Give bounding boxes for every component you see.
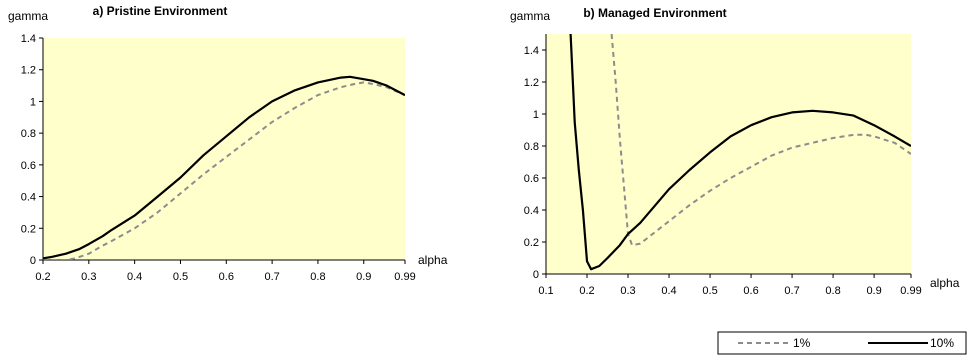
chart-b-y-tick-label: 0.4 xyxy=(524,205,539,217)
legend: 1% 10% xyxy=(717,331,967,355)
chart-b-plot-area xyxy=(546,34,911,274)
chart-a-x-tick-label: 0.6 xyxy=(219,271,234,283)
chart-b-x-tick-label: 0.9 xyxy=(866,285,881,297)
chart-a-x-tick-label: 0.9 xyxy=(356,271,371,283)
legend-label-1pct: 1% xyxy=(793,336,811,350)
chart-b-x-tick-label: 0.6 xyxy=(743,285,758,297)
chart-b-y-tick-label: 1 xyxy=(533,109,539,121)
chart-b-x-tick-label: 0.7 xyxy=(784,285,799,297)
legend-box xyxy=(717,331,967,355)
chart-b-title: b) Managed Environment xyxy=(583,6,726,20)
chart-a-title: a) Pristine Environment xyxy=(93,4,228,18)
chart-a-x-tick-label: 0.5 xyxy=(173,271,188,283)
chart-a-series-1pct-line xyxy=(43,81,405,260)
legend-label-10pct: 10% xyxy=(930,336,954,350)
chart-a-plot-area xyxy=(43,38,405,260)
chart-a-y-tick-label: 1.2 xyxy=(21,65,36,77)
chart-b-y-ticks: 0 0.2 0.4 0.6 0.8 1 1.2 1.4 xyxy=(524,45,546,281)
chart-b-x-tick-label: 0.5 xyxy=(702,285,717,297)
chart-b-x-tick-label: 0.99 xyxy=(900,285,921,297)
chart-b-x-tick-label: 0.3 xyxy=(620,285,635,297)
chart-b-x-tick-label: 0.1 xyxy=(538,285,553,297)
chart-a-x-tick-label: 0.4 xyxy=(127,271,142,283)
chart-b-x-tick-label: 0.8 xyxy=(825,285,840,297)
chart-b-y-tick-label: 0 xyxy=(533,269,539,281)
chart-a-y-tick-label: 0.4 xyxy=(21,192,36,204)
chart-a-series-10pct-line xyxy=(43,75,405,260)
chart-managed: b) Managed Environment gamma 00.20.40.60… xyxy=(510,6,960,297)
chart-a-y-ticks: 0 0.2 0.4 0.6 0.8 1 1.2 1.4 xyxy=(21,33,43,267)
chart-a-x-tick-label: 0.3 xyxy=(81,271,96,283)
chart-b-series-10pct-line xyxy=(569,34,911,271)
chart-a-y-tick-label: 0.2 xyxy=(21,223,36,235)
chart-b-series-1pct-line xyxy=(610,34,911,247)
chart-a-y-tick-label: 1 xyxy=(30,96,36,108)
chart-b-y-tick-label: 1.4 xyxy=(524,45,539,57)
chart-a-x-tick-label: 0.2 xyxy=(35,271,50,283)
chart-a-xlabel: alpha xyxy=(418,253,448,267)
chart-pristine: a) Pristine Environment gamma 0 0.2 0.4 0.6… xyxy=(8,4,448,283)
chart-a-x-tick-label: 0.7 xyxy=(264,271,279,283)
chart-a-ylabel: gamma xyxy=(8,9,48,23)
chart-b-y-tick-label: 0.2 xyxy=(524,237,539,249)
chart-a-x-tick-label: 0.8 xyxy=(310,271,325,283)
chart-b-x-ticks: 0.1 0.2 0.3 0.4 0.5 0.6 0.7 0.8 0.9 0.99 xyxy=(538,274,922,297)
chart-a-y-tick-label: 0 xyxy=(30,255,36,267)
chart-b-x-tick-label: 0.2 xyxy=(579,285,594,297)
chart-a-series xyxy=(43,75,405,260)
chart-b-y-tick-label: 0.8 xyxy=(524,141,539,153)
chart-a-y-tick-label: 0.6 xyxy=(21,160,36,172)
chart-a-x-tick-label: 0.99 xyxy=(394,271,415,283)
chart-a-x-ticks: 0.2 0.3 0.4 0.5 0.6 0.7 0.8 0.9 0.99 xyxy=(35,260,416,283)
chart-b-x-tick-label: 0.4 xyxy=(661,285,676,297)
chart-b-series xyxy=(569,34,911,271)
chart-b-xlabel: alpha xyxy=(930,276,960,290)
chart-b-ylabel: gamma xyxy=(510,9,550,23)
chart-b-y-tick-label: 0.6 xyxy=(524,173,539,185)
chart-b-y-tick-label: 1.2 xyxy=(524,77,539,89)
chart-a-y-tick-label: 0.8 xyxy=(21,128,36,140)
chart-a-y-tick-label: 1.4 xyxy=(21,33,36,45)
